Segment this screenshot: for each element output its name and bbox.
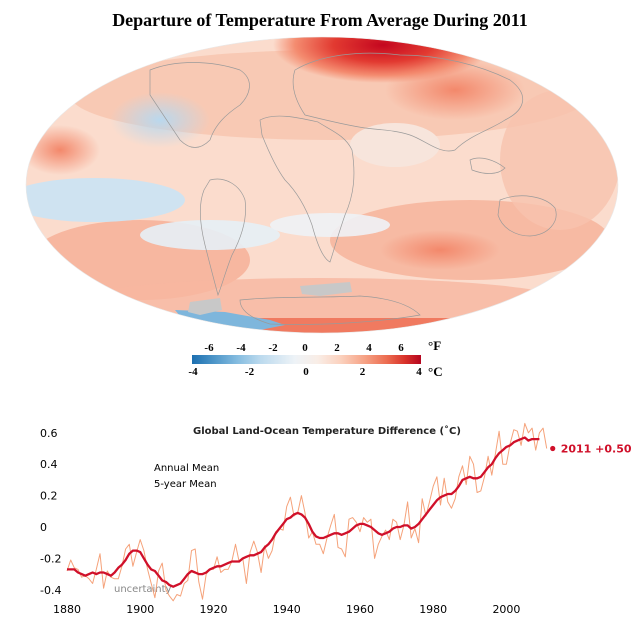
x-tick-label: 1940 bbox=[273, 603, 301, 616]
colorbar-c-tick: 2 bbox=[360, 366, 366, 378]
uncertainty-label: uncertainty bbox=[114, 584, 172, 595]
north-america-outline bbox=[149, 62, 250, 148]
indonesia-outline bbox=[469, 157, 506, 174]
y-tick-label: -0.4 bbox=[40, 584, 61, 597]
x-tick-label: 2000 bbox=[492, 603, 520, 616]
fahrenheit-unit: °F bbox=[428, 338, 441, 353]
colorbar-f-tick: -2 bbox=[268, 342, 278, 354]
legend-5-year-mean: 5-year Mean bbox=[154, 479, 217, 490]
colorbar-c-tick: 0 bbox=[303, 366, 309, 378]
y-tick-label: 0 bbox=[40, 521, 47, 534]
colorbar-celsius-ticks: -4 -2 0 2 4 bbox=[188, 366, 422, 378]
annotation-2011: 2011 +0.50 bbox=[561, 443, 632, 456]
colorbar-gradient bbox=[192, 355, 421, 364]
australia-outline bbox=[497, 195, 557, 237]
y-tick-label: 0.6 bbox=[40, 427, 58, 440]
global-temperature-chart: Global Land-Ocean Temperature Difference… bbox=[40, 422, 632, 616]
colorbar: -6 -4 -2 0 2 4 6 -4 -2 0 2 4 °F °C bbox=[188, 338, 442, 379]
x-tick-label: 1900 bbox=[126, 603, 154, 616]
x-tick-label: 1980 bbox=[419, 603, 447, 616]
colorbar-fahrenheit-ticks: -6 -4 -2 0 2 4 6 bbox=[204, 342, 404, 354]
annual-mean-line bbox=[66, 422, 548, 602]
missing-data-area bbox=[300, 282, 352, 296]
colorbar-f-tick: 0 bbox=[302, 342, 308, 354]
continent-outlines bbox=[149, 52, 557, 325]
chart-title: Global Land-Ocean Temperature Difference… bbox=[193, 425, 461, 437]
antarctica-outline bbox=[239, 295, 421, 325]
map-title: Departure of Temperature From Average Du… bbox=[112, 10, 528, 30]
y-tick-label: 0.2 bbox=[40, 490, 58, 503]
eurasia-outline bbox=[292, 52, 523, 152]
y-axis-ticks: 0.6 0.4 0.2 0 -0.2 -0.4 bbox=[40, 427, 61, 597]
colorbar-f-tick: -4 bbox=[236, 342, 246, 354]
y-tick-label: 0.4 bbox=[40, 458, 58, 471]
colorbar-f-tick: 2 bbox=[334, 342, 340, 354]
y-tick-label: -0.2 bbox=[40, 552, 61, 565]
colorbar-f-tick: -6 bbox=[204, 342, 214, 354]
globe bbox=[26, 37, 618, 333]
x-tick-label: 1920 bbox=[199, 603, 227, 616]
series-layer bbox=[66, 422, 548, 602]
temperature-anomaly-map: -6 -4 -2 0 2 4 6 -4 -2 0 2 4 °F °C bbox=[25, 36, 619, 379]
x-tick-label: 1960 bbox=[346, 603, 374, 616]
africa-outline bbox=[259, 115, 355, 263]
five-year-mean-line bbox=[67, 436, 540, 588]
colorbar-f-tick: 6 bbox=[398, 342, 404, 354]
celsius-unit: °C bbox=[428, 364, 443, 379]
annotation-dot-2011 bbox=[550, 445, 556, 452]
x-axis-ticks: 1880 1900 1920 1940 1960 1980 2000 bbox=[53, 603, 520, 616]
missing-data-area bbox=[188, 298, 222, 315]
colorbar-f-tick: 4 bbox=[366, 342, 372, 354]
colorbar-c-tick: 4 bbox=[416, 366, 422, 378]
colorbar-c-tick: -4 bbox=[188, 366, 198, 378]
south-america-outline bbox=[200, 178, 246, 297]
colorbar-c-tick: -2 bbox=[245, 366, 255, 378]
legend-annual-mean: Annual Mean bbox=[154, 463, 219, 474]
x-tick-label: 1880 bbox=[53, 603, 81, 616]
